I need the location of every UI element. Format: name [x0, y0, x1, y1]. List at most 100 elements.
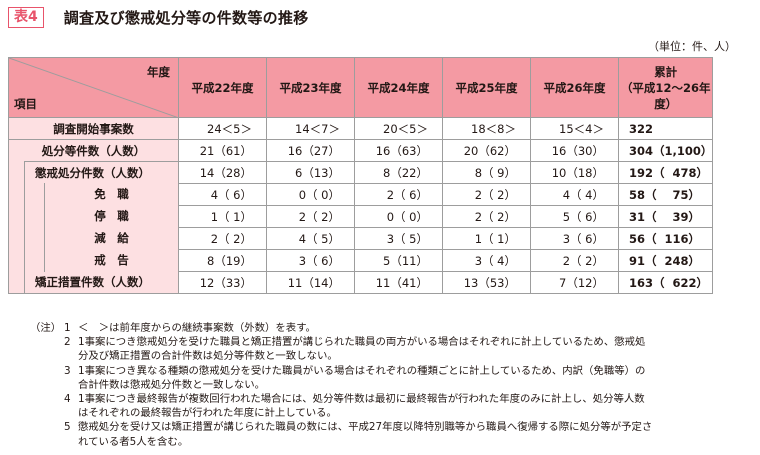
cell-value: 7（12）	[530, 271, 619, 294]
row-label: 懲戒処分件数（人数）	[35, 165, 150, 180]
footnote-prefix: （注）	[30, 322, 62, 334]
row-label-cell: 懲戒処分件数（人数）	[8, 160, 179, 185]
cell-value: 10（18）	[530, 161, 619, 184]
table-row: 停 職 1（ 1） 2（ 2） 0（ 0） 2（ 2） 5（ 6） 31（ 39…	[8, 204, 714, 229]
cell-value: 14＜7＞	[266, 117, 355, 140]
cell-total: 322	[617, 117, 714, 140]
cell-value: 8（19）	[178, 249, 267, 272]
corner-item-label: 項目	[14, 97, 37, 111]
cell-value: 2（ 2）	[178, 227, 267, 250]
cell-value: 8（22）	[354, 161, 443, 184]
cell-total: 31（ 39）	[617, 205, 714, 228]
row-label-cell: 矯正措置件数（人数）	[8, 270, 179, 294]
corner-header: 年度 項目	[8, 57, 179, 118]
footnote-3: 3 1事案につき異なる種類の懲戒処分を受けた職員がいる場合はそれぞれの種類ごとに…	[30, 364, 755, 392]
cell-value: 1（ 1）	[178, 205, 267, 228]
footnote-text: 1事案につき最終報告が複数回行われた場合には、処分等件数は最初に最終報告が行われ…	[78, 393, 645, 406]
row-label: 戒 告	[94, 253, 129, 267]
table-row: 懲戒処分件数（人数） 14（28） 6（13） 8（22） 8（ 9） 10（1…	[8, 160, 714, 185]
cell-value: 2（ 2）	[442, 183, 531, 206]
page-title: 調査及び懲戒処分等の件数等の推移	[63, 8, 309, 27]
cell-value: 3（ 6）	[266, 249, 355, 272]
cell-value: 2（ 2）	[442, 205, 531, 228]
row-label-cell: 戒 告	[8, 248, 179, 273]
cell-total: 163（ 622）	[617, 271, 714, 294]
footnote-text: はそれぞれの最終報告が行われた年度に計上している。	[78, 407, 337, 420]
diagonal-line-icon	[9, 58, 179, 118]
footnote-1: （注） 1 ＜ ＞は前年度からの継続事案数（外数）を表す。	[30, 321, 755, 335]
table-row: 矯正措置件数（人数） 12（33） 11（14） 11（41） 13（53） 7…	[8, 270, 714, 294]
cell-total: 58（ 75）	[617, 183, 714, 206]
footnote-text: 分及び矯正措置の合計件数は処分等件数と一致しない。	[78, 350, 338, 363]
footnote-number: 4	[64, 393, 71, 406]
row-label-cell: 減 給	[8, 226, 179, 251]
table-row: 減 給 2（ 2） 4（ 5） 3（ 5） 1（ 1） 3（ 6） 56（ 11…	[8, 226, 714, 251]
footnote-number: 1	[64, 322, 71, 334]
footnote-text: 1事案につき懲戒処分を受けた職員と矯正措置が講じられた職員の両方がいる場合はそれ…	[78, 336, 646, 349]
total-header-line1: 累計	[654, 64, 678, 79]
cell-value: 12（33）	[178, 271, 267, 294]
footnote-text: 1事案につき異なる種類の懲戒処分を受けた職員がいる場合はそれぞれの種類ごとに計上…	[78, 364, 646, 377]
footnote-text: れている者5人を含む。	[78, 435, 189, 448]
row-label: 調査開始事案数	[53, 121, 134, 136]
cell-value: 8（ 9）	[442, 161, 531, 184]
cell-value: 5（11）	[354, 249, 443, 272]
footnote-number: 3	[64, 364, 71, 377]
cell-value: 20（62）	[442, 139, 531, 162]
total-header-line2: （平成12〜26年度）	[620, 80, 711, 111]
cell-value: 3（ 6）	[530, 227, 619, 250]
cell-total: 91（ 248）	[617, 249, 714, 272]
cell-value: 3（ 5）	[354, 227, 443, 250]
footnote-number: 2	[64, 336, 71, 349]
cell-value: 14（28）	[178, 161, 267, 184]
table-row: 調査開始事案数 24＜5＞ 14＜7＞ 20＜5＞ 18＜8＞ 15＜4＞ 32…	[8, 117, 714, 140]
row-label: 停 職	[94, 209, 129, 223]
column-header-h22: 平成22年度	[178, 57, 267, 118]
row-label: 免 職	[94, 187, 129, 201]
column-header-total: 累計 （平成12〜26年度）	[617, 57, 714, 118]
table-row: 免 職 4（ 6） 0（ 0） 2（ 6） 2（ 2） 4（ 4） 58（ 75…	[8, 182, 714, 207]
cell-total: 304（1,100）	[617, 139, 714, 162]
cell-value: 2（ 2）	[266, 205, 355, 228]
row-label-cell: 処分等件数（人数）	[8, 139, 179, 162]
cell-value: 2（ 2）	[530, 249, 619, 272]
cell-value: 24＜5＞	[178, 117, 267, 140]
data-table: 年度 項目 平成22年度 平成23年度 平成24年度 平成25年度 平成26年度…	[8, 57, 714, 294]
table-row: 戒 告 8（19） 3（ 6） 5（11） 3（ 4） 2（ 2） 91（ 24…	[8, 248, 714, 273]
footnote-5: 5 懲戒処分を受け又は矯正措置が講じられた職員の数には、平成27年度以降特別職等…	[30, 420, 755, 448]
row-label-cell: 停 職	[8, 204, 179, 229]
footnote-text: 合計件数は懲戒処分件数と一致しない。	[78, 378, 266, 391]
cell-total: 192（ 478）	[617, 161, 714, 184]
footnote-text: ＜ ＞は前年度からの継続事案数（外数）を表す。	[78, 322, 316, 334]
cell-value: 16（63）	[354, 139, 443, 162]
cell-value: 3（ 4）	[442, 249, 531, 272]
cell-value: 4（ 5）	[266, 227, 355, 250]
cell-value: 16（30）	[530, 139, 619, 162]
table-row: 処分等件数（人数） 21（61） 16（27） 16（63） 20（62） 16…	[8, 139, 714, 162]
table-number-badge: 表4	[8, 6, 44, 28]
cell-value: 16（27）	[266, 139, 355, 162]
column-header-h26: 平成26年度	[530, 57, 619, 118]
cell-value: 11（41）	[354, 271, 443, 294]
cell-value: 1（ 1）	[442, 227, 531, 250]
column-header-h23: 平成23年度	[266, 57, 355, 118]
cell-value: 6（13）	[266, 161, 355, 184]
unit-label: （単位：件、人）	[648, 40, 736, 53]
cell-value: 20＜5＞	[354, 117, 443, 140]
cell-value: 5（ 6）	[530, 205, 619, 228]
cell-value: 11（14）	[266, 271, 355, 294]
cell-value: 21（61）	[178, 139, 267, 162]
row-label-cell: 免 職	[8, 182, 179, 207]
row-label: 減 給	[94, 231, 129, 245]
cell-value: 18＜8＞	[442, 117, 531, 140]
column-header-h24: 平成24年度	[354, 57, 443, 118]
cell-total: 56（ 116）	[617, 227, 714, 250]
row-label: 処分等件数（人数）	[41, 143, 146, 158]
cell-value: 15＜4＞	[530, 117, 619, 140]
row-label: 矯正措置件数（人数）	[35, 275, 150, 290]
footnotes: （注） 1 ＜ ＞は前年度からの継続事案数（外数）を表す。 2 1事案につき懲戒…	[30, 321, 755, 449]
footnote-2: 2 1事案につき懲戒処分を受けた職員と矯正措置が講じられた職員の両方がいる場合は…	[30, 335, 755, 363]
cell-value: 0（ 0）	[354, 205, 443, 228]
row-label-cell: 調査開始事案数	[8, 117, 179, 140]
cell-value: 4（ 4）	[530, 183, 619, 206]
